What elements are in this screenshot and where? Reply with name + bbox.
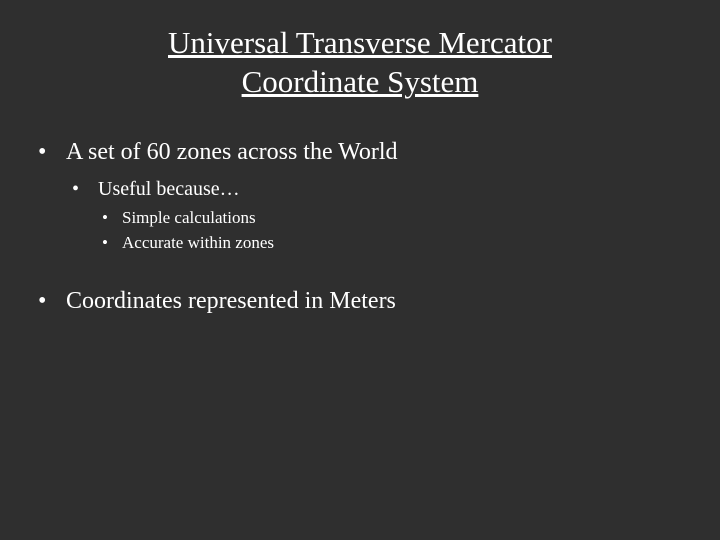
list-item: • A set of 60 zones across the World [38,136,682,168]
bullet-icon: • [102,207,122,230]
title-line-1: Universal Transverse Mercator [168,25,552,60]
list-item-text: Simple calculations [122,207,682,230]
spacer [38,257,682,285]
list-item: • Simple calculations [102,207,682,230]
list-item: • Coordinates represented in Meters [38,285,682,317]
bullet-icon: • [38,136,66,168]
list-item-text: Coordinates represented in Meters [66,285,682,317]
list-item: • Accurate within zones [102,232,682,255]
title-line-2: Coordinate System [242,64,479,99]
bullet-list: • A set of 60 zones across the World • U… [38,136,682,318]
bullet-list: • Simple calculations • Accurate within … [102,207,682,255]
list-item-text: A set of 60 zones across the World [66,136,682,168]
bullet-list: • Useful because… • Simple calculations … [72,176,682,255]
slide-title: Universal Transverse Mercator Coordinate… [38,24,682,102]
list-item-text: Accurate within zones [122,232,682,255]
slide: Universal Transverse Mercator Coordinate… [0,0,720,540]
bullet-icon: • [38,285,66,317]
bullet-icon: • [102,232,122,255]
bullet-icon: • [72,176,98,203]
list-item-text: Useful because… [98,176,682,203]
list-item: • Useful because… [72,176,682,203]
